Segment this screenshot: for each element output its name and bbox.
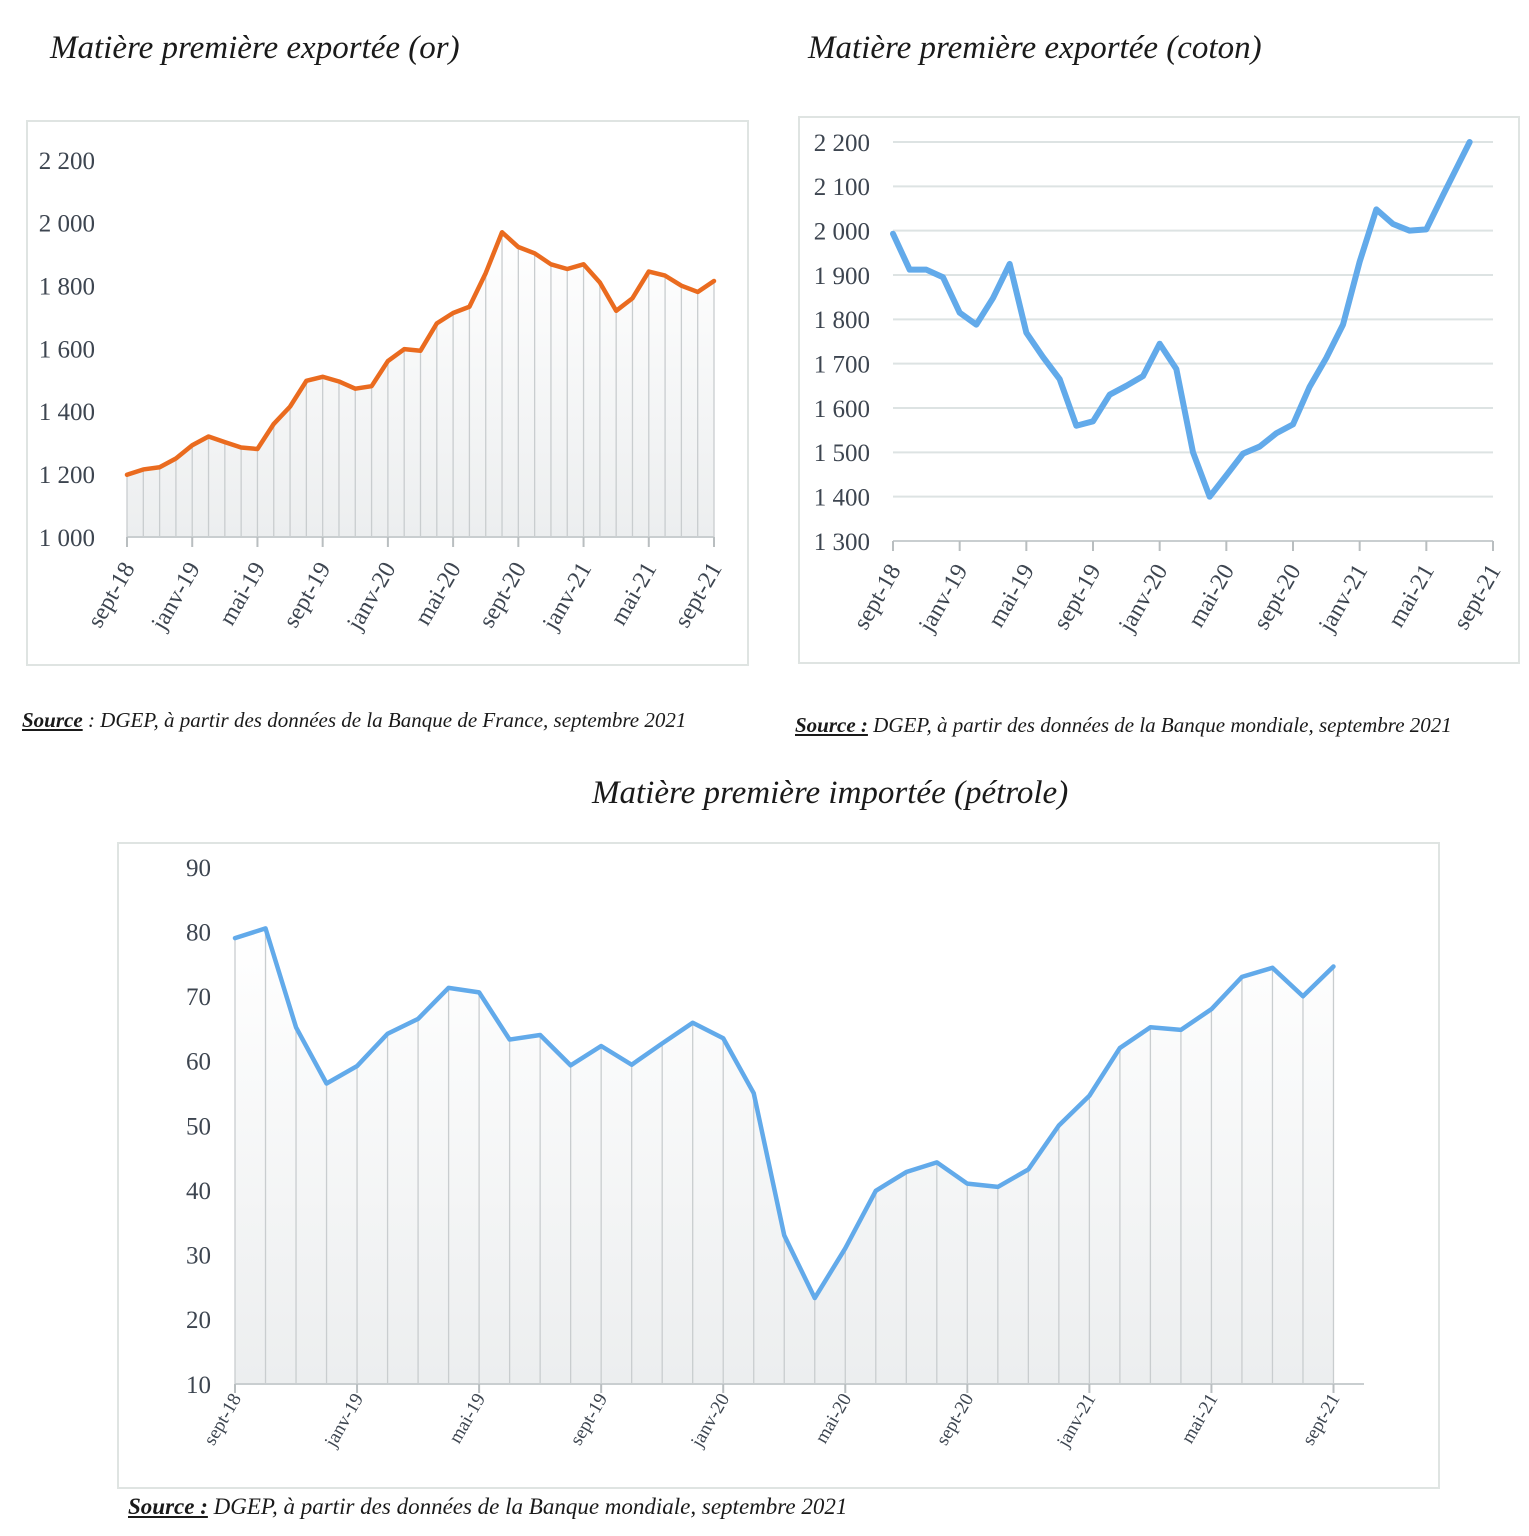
x-tick-label: janv-19 <box>320 1390 368 1452</box>
y-tick-label: 1 200 <box>39 462 95 489</box>
source-text: DGEP, à partir des données de la Banque … <box>207 1494 848 1519</box>
x-tick-label: janv-20 <box>686 1390 734 1452</box>
y-tick-label: 1 400 <box>814 484 870 511</box>
cotton-chart-title: Matière première exportée (coton) <box>808 30 1262 66</box>
y-tick-label: 80 <box>186 919 211 946</box>
y-tick-label: 1 900 <box>814 263 870 290</box>
y-tick-label: 70 <box>186 984 211 1011</box>
y-tick-label: 50 <box>186 1113 211 1140</box>
y-tick-label: 2 000 <box>814 218 870 245</box>
y-tick-label: 60 <box>186 1049 211 1076</box>
x-tick-label: sept-18 <box>200 1390 246 1449</box>
y-tick-label: 1 000 <box>39 525 95 552</box>
y-tick-label: 1 600 <box>39 336 95 363</box>
y-tick-label: 2 200 <box>814 130 870 157</box>
source-text: DGEP, à partir des données de la Banque … <box>867 713 1452 737</box>
y-tick-label: 90 <box>186 855 211 882</box>
y-tick-label: 2 200 <box>39 148 95 175</box>
source-label: Source : <box>795 713 868 737</box>
x-tick-label: sept-20 <box>932 1390 978 1449</box>
oil-chart-title: Matière première importée (pétrole) <box>592 775 1069 811</box>
y-tick-label: 40 <box>186 1178 211 1205</box>
series-line <box>890 139 1473 500</box>
x-tick-label: sept-21 <box>1298 1390 1344 1449</box>
cotton-chart-source: Source : DGEP, à partir des données de l… <box>795 713 1452 738</box>
y-tick-label: 1 300 <box>814 529 870 556</box>
y-tick-label: 1 700 <box>814 351 870 378</box>
gold-chart-source: Source : DGEP, à partir des données de l… <box>22 708 686 733</box>
x-tick-label: mai-19 <box>445 1390 490 1447</box>
source-text: : DGEP, à partir des données de la Banqu… <box>82 708 687 732</box>
x-tick-label: sept-19 <box>566 1390 612 1449</box>
y-tick-label: 1 600 <box>814 396 870 423</box>
y-tick-label: 20 <box>186 1307 211 1334</box>
y-tick-label: 30 <box>186 1243 211 1270</box>
y-tick-label: 1 400 <box>39 399 95 426</box>
x-tick-label: mai-21 <box>1177 1390 1222 1447</box>
y-tick-label: 2 000 <box>39 211 95 238</box>
x-tick-label: janv-21 <box>1053 1390 1101 1452</box>
cotton-chart-panel <box>798 116 1520 664</box>
source-label: Source <box>22 708 83 732</box>
oil-chart-source: Source : DGEP, à partir des données de l… <box>128 1494 847 1520</box>
y-tick-label: 1 800 <box>39 273 95 300</box>
series-line <box>124 230 717 478</box>
y-tick-label: 10 <box>186 1372 211 1399</box>
y-tick-label: 2 100 <box>814 174 870 201</box>
x-tick-label: mai-20 <box>811 1390 856 1447</box>
source-label: Source : <box>128 1494 208 1519</box>
y-tick-label: 1 800 <box>814 307 870 334</box>
gold-chart-title: Matière première exportée (or) <box>50 30 460 66</box>
y-tick-label: 1 500 <box>814 440 870 467</box>
series-line <box>232 926 1336 1301</box>
